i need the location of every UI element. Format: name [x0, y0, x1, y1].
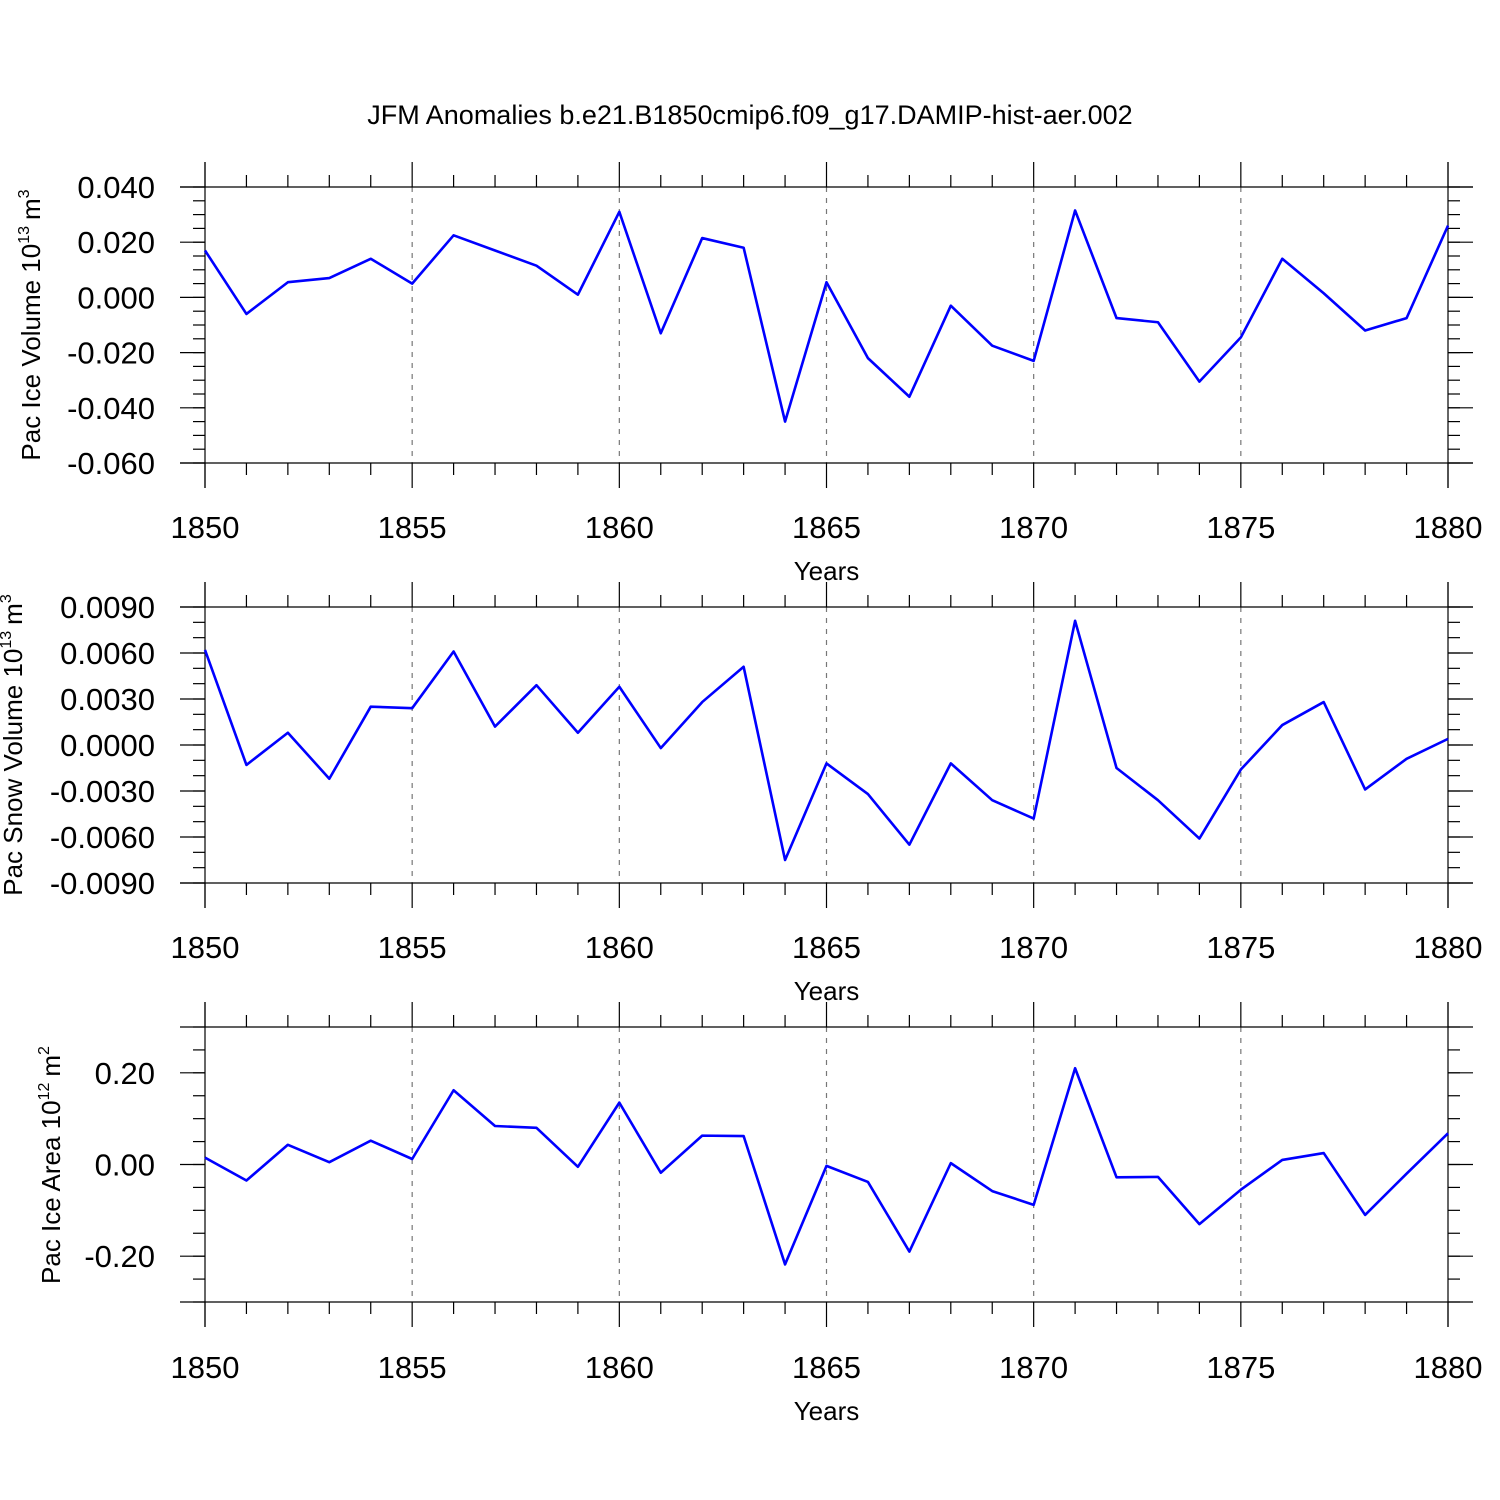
y-axis-label-main: Pac Ice Area 10: [36, 1100, 66, 1284]
x-axis-label: Years: [794, 1396, 860, 1426]
y-axis-label: Pac Ice Area 1012 m2: [36, 1046, 66, 1284]
x-tick-label: 1860: [585, 930, 654, 965]
panel-2: 1850 1855 1860 1865 1870 1875 1880 0.0090 0.0060…: [0, 582, 1482, 1006]
x-tick-label: 1870: [999, 510, 1068, 545]
x-tick-label: 1875: [1206, 1350, 1275, 1385]
y-axis-label-unit: m: [0, 603, 28, 625]
x-tick-label: 1870: [999, 930, 1068, 965]
x-tick-label: 1850: [171, 510, 240, 545]
y-axis-label-main: Pac Ice Volume 10: [16, 244, 46, 461]
y-tick-label: 0.0090: [60, 590, 155, 625]
y-tick-label: 0.0030: [60, 682, 155, 717]
y-tick-label: 0.0060: [60, 636, 155, 671]
y-tick-label: 0.000: [77, 280, 155, 315]
y-axis-label-unit: m: [36, 1055, 66, 1077]
x-tick-label: 1875: [1206, 510, 1275, 545]
x-tick-label: 1855: [378, 510, 447, 545]
y-axis-label-main: Pac Snow Volume 10: [0, 649, 28, 896]
y-tick-label: 0.20: [95, 1056, 155, 1091]
y-tick-label: 0.00: [95, 1148, 155, 1183]
x-axis-label: Years: [794, 976, 860, 1006]
x-tick-label: 1855: [378, 930, 447, 965]
x-tick-label: 1865: [792, 930, 861, 965]
y-axis-label-unit-exponent: 2: [36, 1046, 53, 1055]
y-tick-label: 0.020: [77, 225, 155, 260]
y-axis-label-exponent: 13: [16, 226, 33, 244]
y-axis-label-unit-exponent: 3: [0, 594, 15, 603]
y-tick-label: 0.040: [77, 170, 155, 205]
x-tick-label: 1865: [792, 1350, 861, 1385]
x-tick-label: 1860: [585, 510, 654, 545]
x-tick-label: 1850: [171, 1350, 240, 1385]
x-tick-label: 1865: [792, 510, 861, 545]
x-tick-label: 1850: [171, 930, 240, 965]
y-tick-label: -0.20: [84, 1239, 155, 1274]
x-axis-label: Years: [794, 556, 860, 586]
y-axis-label-exponent: 13: [0, 631, 15, 649]
y-tick-label: -0.0090: [50, 866, 155, 901]
y-tick-label: 0.0000: [60, 728, 155, 763]
x-tick-label: 1855: [378, 1350, 447, 1385]
y-tick-label: -0.060: [67, 446, 155, 481]
x-tick-label: 1880: [1414, 1350, 1483, 1385]
panel-3: 1850 1855 1860 1865 1870 1875 1880 0.20 0.00 -0.2…: [36, 1002, 1482, 1426]
panel-1: 1850 1855 1860 1865 1870 1875 1880 0.040 0.020 0.…: [16, 162, 1482, 586]
y-axis-label: Pac Ice Volume 1013 m3: [16, 189, 46, 460]
x-tick-label: 1880: [1414, 510, 1483, 545]
y-axis-label: Pac Snow Volume 1013 m3: [0, 594, 28, 896]
y-tick-label: -0.020: [67, 336, 155, 371]
x-tick-label: 1870: [999, 1350, 1068, 1385]
y-tick-label: -0.0030: [50, 774, 155, 809]
x-tick-label: 1875: [1206, 930, 1275, 965]
x-tick-label: 1860: [585, 1350, 654, 1385]
y-tick-label: -0.040: [67, 391, 155, 426]
y-axis-label-unit-exponent: 3: [16, 189, 33, 198]
y-tick-label: -0.0060: [50, 820, 155, 855]
y-axis-label-unit: m: [16, 198, 46, 220]
figure-title: JFM Anomalies b.e21.B1850cmip6.f09_g17.D…: [367, 100, 1132, 130]
y-axis-label-exponent: 12: [36, 1083, 53, 1101]
x-tick-label: 1880: [1414, 930, 1483, 965]
